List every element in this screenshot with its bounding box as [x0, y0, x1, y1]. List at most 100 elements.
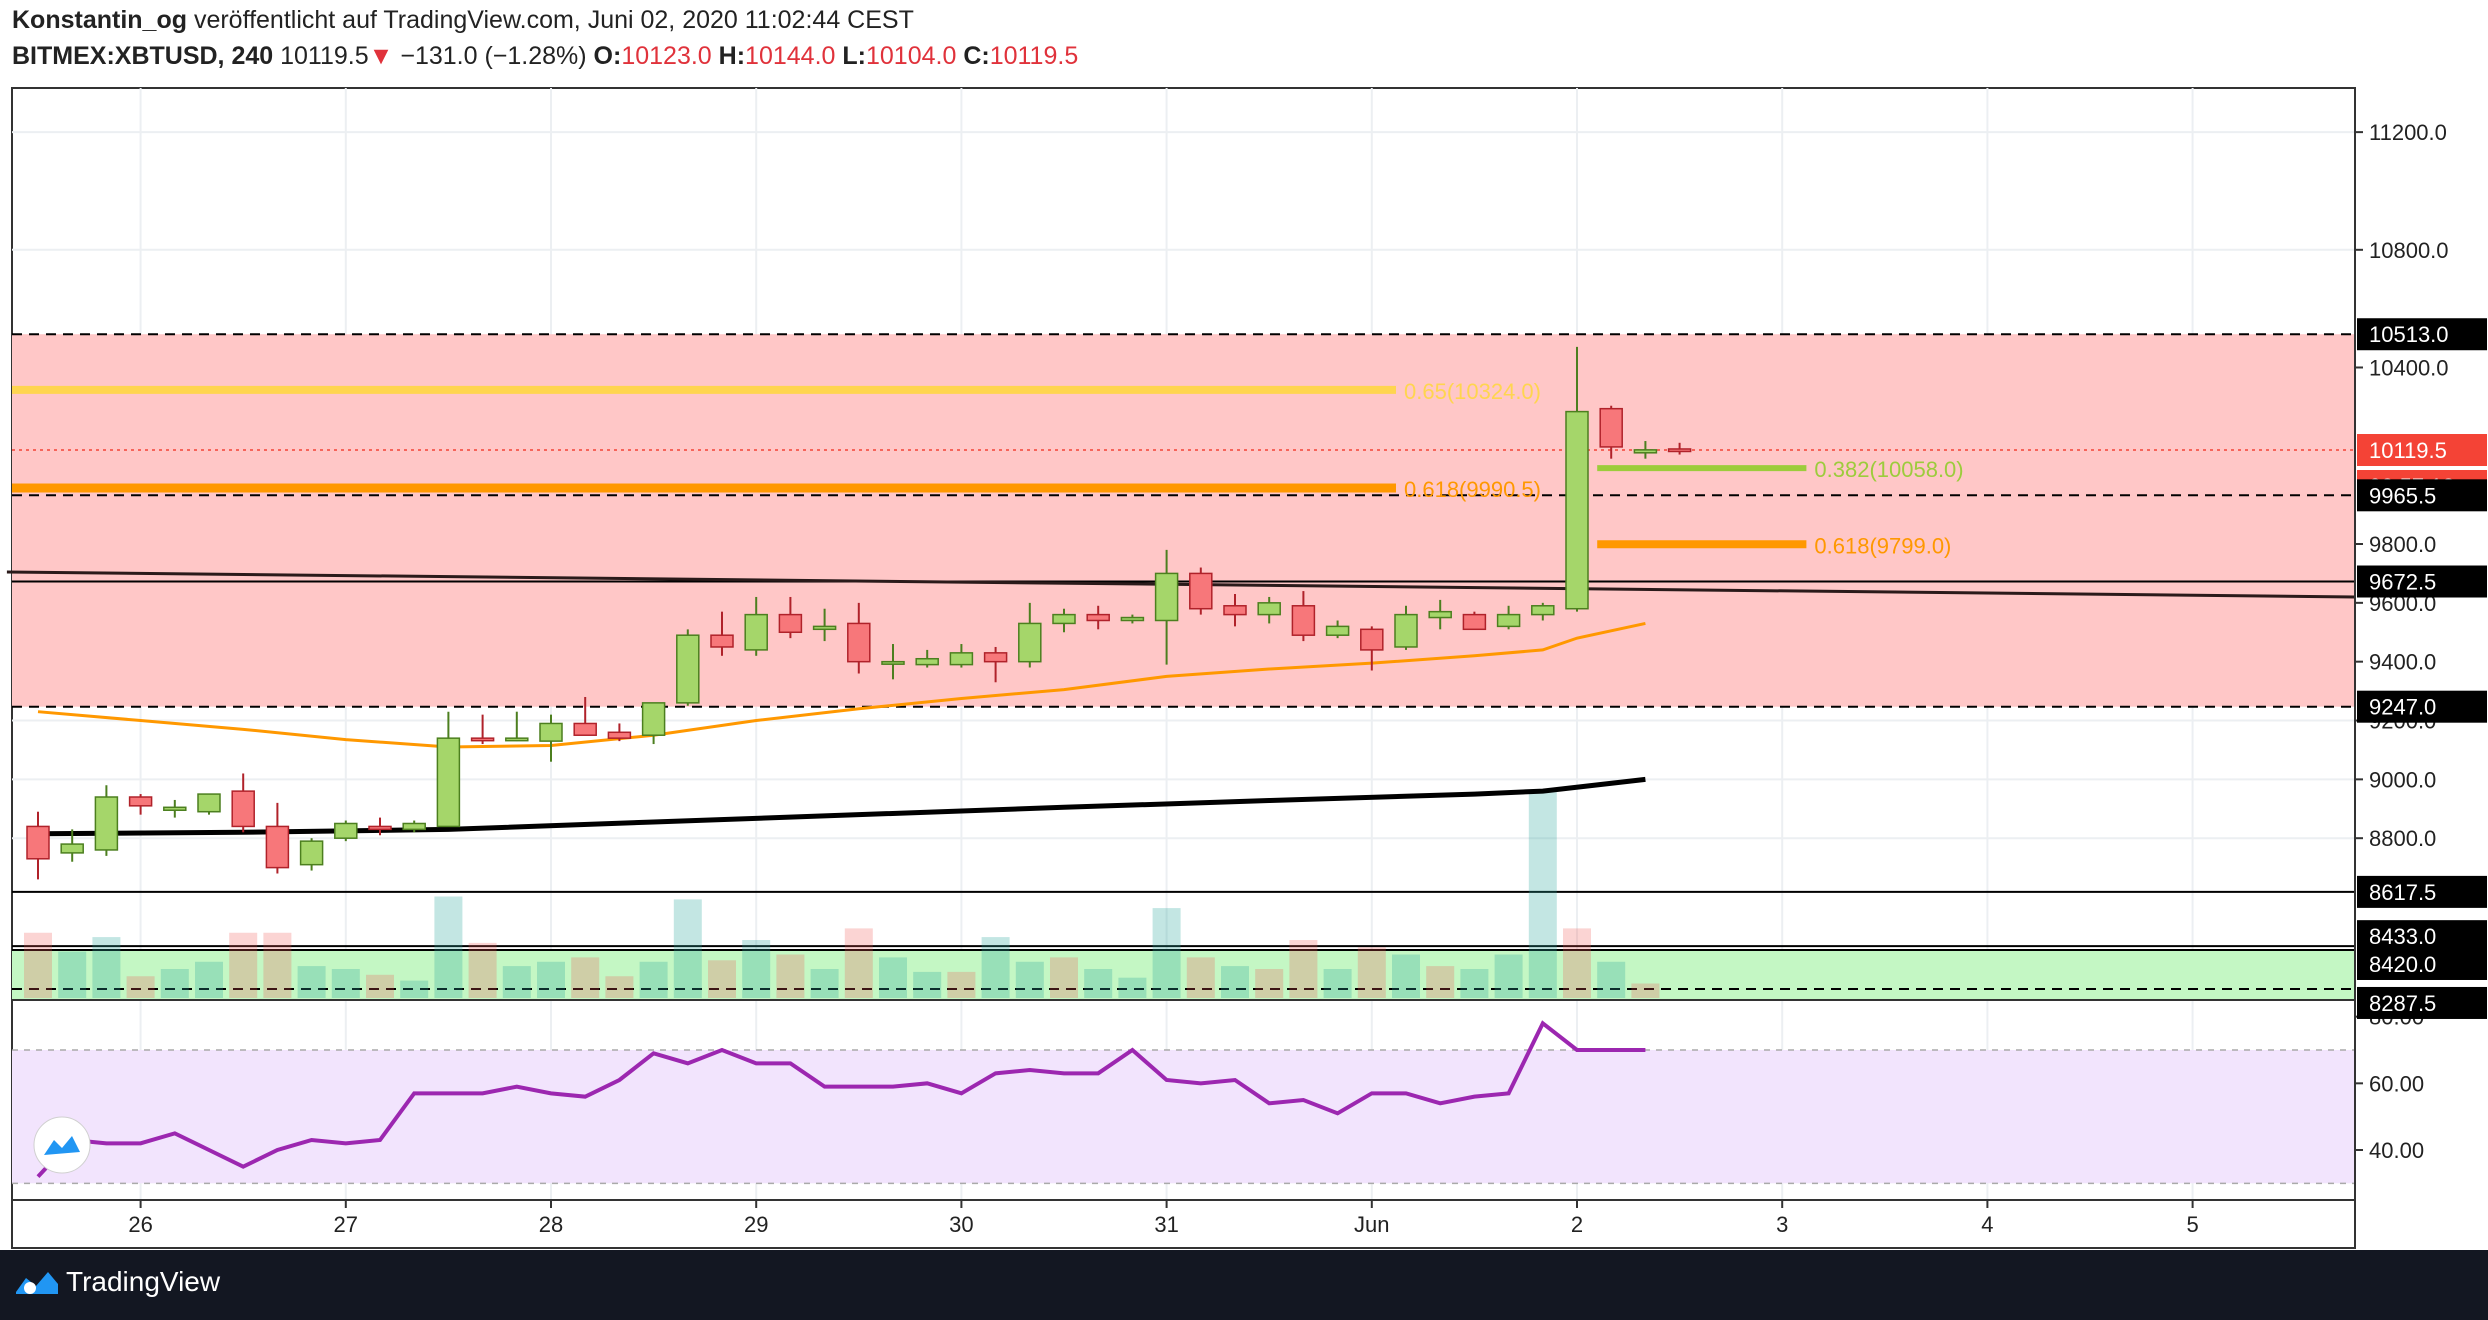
volume-bar	[1084, 969, 1113, 998]
volume-bar	[331, 969, 360, 998]
price-marker-box	[2357, 920, 2487, 953]
volume-bar	[1323, 969, 1352, 998]
volume-bar	[1186, 957, 1215, 998]
price-chart[interactable]: 0.65(10324.0) 0.618(9990.5) 0.382(10058.0)…	[0, 80, 2488, 1250]
candle-body	[265, 825, 290, 869]
price-marker-label: 8287.5	[2369, 991, 2436, 1016]
y-tick-label: 10800.0	[2369, 238, 2449, 263]
author-name[interactable]: Konstantin_og	[12, 6, 187, 34]
volume-bar	[1494, 954, 1523, 998]
down-arrow-icon: ▼	[368, 42, 394, 70]
y-tick-label: 9000.0	[2369, 767, 2436, 792]
candle-body	[1325, 625, 1350, 636]
volume-bar	[742, 940, 771, 998]
x-tick-label: 26	[128, 1212, 152, 1237]
low-label: L:	[842, 42, 866, 70]
volume-bar	[981, 937, 1010, 998]
volume-bar	[1563, 928, 1591, 998]
price-marker-box	[2357, 986, 2487, 1019]
symbol-line: BITMEX:XBTUSD, 240 10119.5▼ −131.0 (−1.2…	[12, 42, 1078, 71]
candle-body	[915, 657, 939, 666]
candle-body	[163, 806, 187, 811]
volume-bar	[1597, 961, 1626, 998]
candle-body	[1360, 628, 1384, 651]
candle-body	[607, 731, 632, 739]
watermark-circle	[33, 1116, 91, 1174]
footer-bar: TradingView	[0, 1250, 2488, 1320]
watermark-mark	[44, 1136, 80, 1155]
volume-bar	[1050, 957, 1078, 998]
x-tick-label: 30	[949, 1212, 973, 1237]
volume-bar	[195, 961, 223, 998]
trendline	[6, 570, 2356, 599]
candle-body	[197, 793, 221, 813]
open-value: 10123.0	[621, 42, 712, 70]
rsi-y-tick-label: 40.00	[2369, 1138, 2424, 1163]
resistance-zone	[12, 334, 2355, 707]
candle-body	[1496, 613, 1521, 628]
volume-bar	[229, 932, 258, 998]
candle-body	[812, 625, 837, 631]
tradingview-logo-icon[interactable]	[14, 1266, 60, 1298]
y-tick-label: 8800.0	[2369, 826, 2436, 851]
volume-bar	[1460, 969, 1489, 998]
candle-body	[1257, 602, 1281, 616]
volume-bar	[263, 932, 292, 998]
candle-body	[1565, 410, 1589, 610]
tradingview-brand[interactable]: TradingView	[66, 1266, 221, 1297]
price-marker-box	[2357, 947, 2487, 980]
symbol-name[interactable]: BITMEX:XBTUSD, 240	[12, 42, 274, 70]
high-label: H:	[718, 42, 746, 70]
volume-bar	[879, 957, 907, 998]
volume-bar	[1289, 940, 1318, 998]
price-marker-box	[2357, 318, 2487, 351]
price-marker-box	[2357, 875, 2487, 908]
candle-body	[1189, 572, 1213, 610]
volume-bar	[639, 961, 668, 998]
candle-body	[1428, 610, 1452, 619]
volume-bar	[502, 966, 531, 998]
tradingview-watermark-icon	[33, 1116, 91, 1174]
volume-bar	[605, 976, 634, 998]
candle-body	[881, 660, 905, 665]
volume-bar	[1118, 977, 1147, 998]
close-label: C:	[963, 42, 990, 70]
high-value: 10144.0	[745, 42, 836, 70]
candle-body	[1154, 572, 1179, 622]
x-tick-label: 31	[1154, 1212, 1178, 1237]
candle-body	[949, 652, 974, 666]
price-marker-label: 10119.5	[2369, 438, 2447, 463]
candle-body	[334, 822, 358, 839]
candle-body	[368, 825, 392, 831]
price-marker-label: 8433.0	[2369, 924, 2436, 949]
candle-body	[983, 652, 1008, 663]
volume-bar	[1426, 966, 1455, 998]
volume-bar	[92, 937, 121, 998]
price-marker-label: 9965.5	[2369, 483, 2436, 508]
price-marker-box	[2357, 565, 2487, 598]
volume-bar	[1631, 983, 1660, 998]
ema-orange-line	[37, 621, 1646, 749]
price-marker-box	[2357, 479, 2487, 512]
y-tick-label: 9800.0	[2369, 532, 2436, 557]
volume-bar	[844, 928, 873, 998]
candle-body	[1018, 622, 1042, 663]
candle-body	[539, 722, 563, 742]
candle-body	[573, 722, 597, 736]
volume-bar	[24, 932, 52, 998]
volume-bar	[468, 942, 497, 998]
open-label: O:	[593, 42, 622, 70]
close-value: 10119.5	[989, 42, 1079, 70]
candle-body	[1223, 605, 1247, 616]
volume-bar	[1392, 954, 1420, 998]
x-tick-label: 5	[2186, 1212, 2198, 1237]
rsi-y-tick-label: 60.00	[2369, 1071, 2424, 1096]
fib-level-label: 0.65(10324.0)	[1404, 379, 1541, 404]
candle-body	[299, 840, 324, 866]
volume-bar	[776, 954, 805, 998]
publish-line: Konstantin_og veröffentlicht auf Trading…	[12, 6, 914, 35]
candle-body	[94, 796, 119, 851]
candle-body	[1394, 613, 1418, 648]
candle-body	[641, 702, 666, 736]
volume-bar	[537, 961, 565, 998]
